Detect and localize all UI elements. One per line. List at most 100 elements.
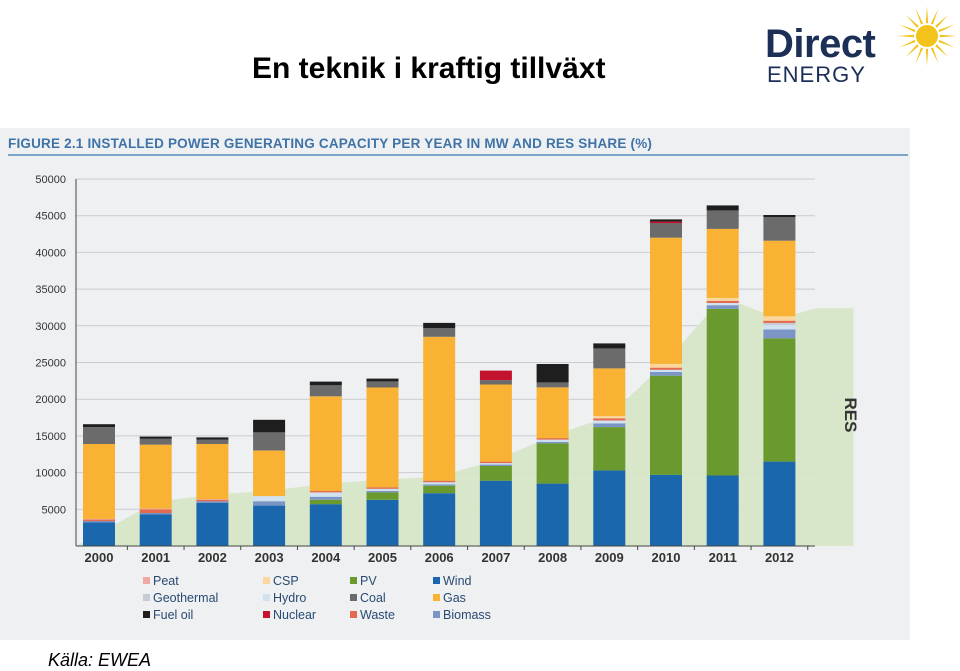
bar-segment-coal — [536, 382, 569, 388]
bar-segment-wind — [650, 474, 682, 546]
sun-ray — [925, 48, 929, 66]
bar-segment-hydro — [763, 325, 796, 330]
bar-segment-nuclear — [650, 221, 682, 224]
legend-swatch — [263, 594, 270, 601]
bar-segment-gas — [650, 237, 682, 364]
y-tick-label: 30000 — [35, 321, 66, 333]
bar-layer — [83, 205, 796, 546]
legend-swatch — [433, 577, 440, 584]
bar-segment-biomass — [536, 441, 569, 444]
bar-segment-coal — [83, 427, 115, 444]
bar-segment-coal — [706, 210, 739, 229]
bar-segment-pv — [479, 466, 512, 481]
bar-segment-pv — [593, 427, 626, 471]
bar-stack-2001 — [139, 436, 172, 546]
bar-segment-fuel-oil — [366, 378, 399, 382]
bar-segment-pv — [423, 485, 456, 494]
bar-segment-waste — [536, 438, 569, 440]
bar-segment-wind — [83, 522, 115, 546]
bar-segment-gas — [253, 450, 286, 497]
bar-segment-biomass — [139, 513, 172, 515]
bar-stack-2002 — [196, 437, 229, 546]
x-tick-label: 2007 — [481, 550, 510, 565]
bar-segment-waste — [593, 418, 626, 421]
x-tick-label: 2002 — [198, 550, 227, 565]
y-tick-label: 25000 — [35, 358, 66, 370]
legend-item-waste: Waste — [350, 608, 395, 622]
x-tick-label: 2001 — [141, 550, 170, 565]
figure-heading: FIGURE 2.1 INSTALLED POWER GENERATING CA… — [8, 136, 653, 151]
bar-segment-gas — [309, 396, 342, 491]
y-tick-label: 10000 — [35, 468, 66, 480]
bar-segment-pv — [536, 443, 569, 484]
axis-layer: 2000 2001 2002 2003 2004 2005 2006 2007 2008 2009… — [75, 179, 815, 565]
bar-segment-nuclear — [479, 370, 512, 381]
bar-segment-waste — [650, 367, 682, 370]
direct-energy-logo: Direct ENERGY — [765, 4, 960, 94]
bar-segment-waste — [423, 480, 456, 483]
bar-segment-fuel-oil — [423, 322, 456, 328]
bar-segment-biomass — [706, 305, 739, 309]
y-tick-label: 45000 — [35, 211, 66, 223]
bar-segment-wind — [479, 480, 512, 546]
bar-segment-wind — [706, 475, 739, 546]
sun-ray — [897, 34, 915, 38]
legend-swatch — [350, 611, 357, 618]
legend-label: Nuclear — [273, 608, 316, 622]
legend-swatch — [143, 594, 150, 601]
bar-segment-coal — [196, 439, 229, 444]
bar-segment-coal — [763, 217, 796, 241]
bar-segment-biomass — [423, 484, 456, 486]
bar-segment-geothermal — [763, 322, 796, 326]
x-tick-label: 2006 — [425, 550, 454, 565]
y-tick-label: 5000 — [42, 504, 66, 516]
legend-swatch — [350, 594, 357, 601]
bar-segment-fuel-oil — [309, 381, 342, 386]
bar-segment-gas — [196, 444, 229, 500]
legend-label: Gas — [443, 591, 466, 605]
x-tick-label: 2008 — [538, 550, 567, 565]
bar-segment-waste — [139, 509, 172, 513]
sun-ray — [915, 47, 924, 64]
slide-title: En teknik i kraftig tillväxt — [252, 52, 606, 85]
bar-stack-2007 — [479, 370, 512, 546]
bar-segment-fuel-oil — [139, 436, 172, 439]
bar-segment-wind — [536, 483, 569, 546]
bar-stack-2003 — [253, 419, 286, 546]
bar-stack-2004 — [309, 381, 342, 546]
bar-segment-coal — [309, 385, 342, 397]
sun-ray — [935, 14, 949, 28]
y-tick-label: 35000 — [35, 284, 66, 296]
sun-ray — [939, 34, 957, 38]
sun-ray — [935, 44, 949, 58]
legend-item-gas: Gas — [433, 591, 466, 605]
legend-swatch — [263, 577, 270, 584]
bar-segment-coal — [139, 438, 172, 445]
legend-item-nuclear: Nuclear — [263, 608, 316, 622]
bar-stack-2010 — [650, 219, 682, 546]
bar-segment-gas — [83, 444, 115, 519]
bar-segment-coal — [650, 223, 682, 238]
bar-segment-hydro — [650, 369, 682, 372]
bar-segment-hydro — [423, 482, 456, 485]
legend-label: Hydro — [273, 591, 306, 605]
bar-segment-biomass — [196, 501, 229, 503]
bar-segment-waste — [83, 519, 115, 522]
bar-segment-fuel-oil — [763, 215, 796, 218]
bar-segment-peat — [139, 508, 172, 510]
bar-segment-coal — [479, 380, 512, 385]
bar-segment-wind — [763, 461, 796, 546]
bar-segment-biomass — [479, 464, 512, 466]
bar-segment-pv — [366, 492, 399, 500]
sun-ray — [938, 24, 955, 33]
bar-segment-hydro — [309, 492, 342, 497]
bar-segment-wind — [593, 470, 626, 546]
res-layer: RES — [76, 297, 860, 546]
logo-word-energy: ENERGY — [767, 62, 866, 87]
sun-ray — [905, 14, 919, 28]
legend-item-wind: Wind — [433, 574, 472, 588]
legend-label: Coal — [360, 591, 386, 605]
heading-rule — [8, 154, 908, 156]
bar-segment-gas — [139, 444, 172, 509]
legend-label: CSP — [273, 574, 299, 588]
